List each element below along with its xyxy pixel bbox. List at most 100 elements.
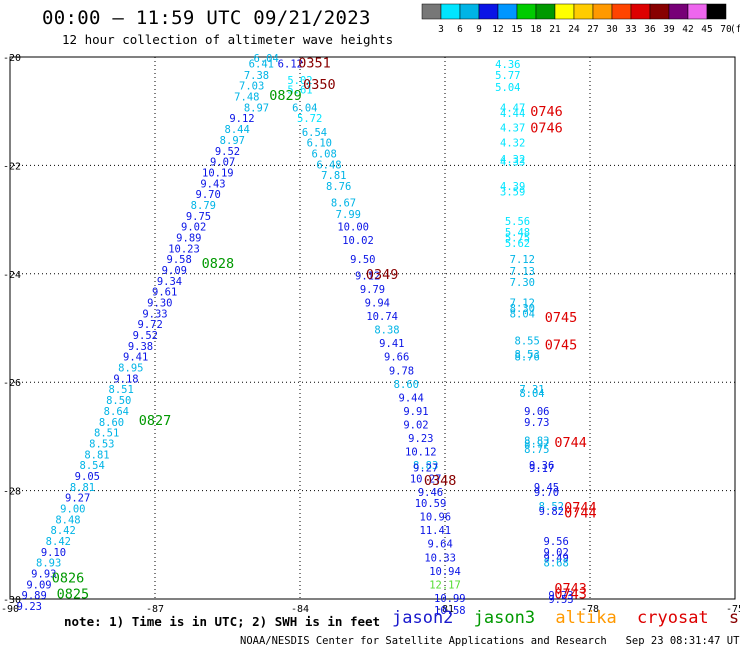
colorbar-label: 70 — [720, 24, 732, 35]
x-tick-label: -78 — [581, 604, 599, 615]
pass-time-label: 0746 — [530, 104, 563, 120]
wave-height-label: 8.38 — [374, 325, 399, 337]
x-tick-label: -90 — [1, 604, 19, 615]
wave-height-label: 5.72 — [297, 113, 322, 125]
wave-height-label: 9.72 — [138, 319, 163, 331]
wave-height-label: 5.62 — [505, 238, 530, 250]
chart-title: 00:00 — 11:59 UTC 09/21/2023 — [42, 7, 371, 29]
wave-height-label: 9.61 — [152, 287, 177, 299]
wave-height-label: 9.46 — [418, 487, 443, 499]
colorbar-label: 33 — [625, 24, 636, 35]
wave-height-label: 9.07 — [210, 157, 235, 169]
wave-height-label: 8.75 — [524, 444, 549, 456]
wave-height-label: 8.52 — [539, 501, 564, 513]
wave-height-label: 8.60 — [394, 379, 419, 391]
wave-height-label: 9.06 — [524, 406, 549, 418]
pass-time-label: 0744 — [564, 500, 597, 516]
wave-height-label: 10.00 — [337, 222, 369, 234]
y-tick-label: -22 — [3, 161, 21, 172]
wave-height-label: 10.59 — [415, 498, 447, 510]
wave-height-label: 9.02 — [544, 547, 569, 559]
wave-height-label: 8.44 — [225, 124, 250, 136]
wave-height-label: 9.79 — [360, 284, 385, 296]
wave-height-label: 8.51 — [94, 428, 119, 440]
wave-height-label: 9.43 — [200, 178, 225, 190]
wave-height-label: 9.05 — [75, 471, 100, 483]
wave-height-label: 9.38 — [128, 341, 153, 353]
pass-time-label: 0744 — [564, 505, 597, 521]
wave-height-label: 7.31 — [519, 384, 544, 396]
wave-height-label: 7.38 — [244, 70, 269, 82]
wave-height-label: 6.41 — [249, 59, 274, 71]
wave-height-label: 10.96 — [420, 512, 452, 524]
wave-height-label: 6.10 — [307, 138, 332, 150]
x-tick-label: -84 — [291, 604, 309, 615]
colorbar-label: 27 — [587, 24, 598, 35]
colorbar-label: 9 — [476, 24, 482, 35]
wave-height-label: 9.66 — [384, 352, 409, 364]
pass-time-label: 0829 — [269, 88, 302, 104]
wave-height-label: 8.60 — [99, 417, 124, 429]
pass-time-label: 0743 — [554, 587, 587, 603]
y-tick-label: -20 — [3, 53, 21, 64]
wave-height-label: 10.12 — [405, 447, 437, 459]
wave-height-label: 9.70 — [534, 487, 559, 499]
wave-height-label: 4.39 — [500, 181, 525, 193]
colorbar-label: 39 — [663, 24, 675, 35]
wave-height-label: 8.53 — [515, 349, 540, 361]
wave-height-label: 4.36 — [495, 59, 520, 71]
colorbar-label: 45 — [701, 24, 712, 35]
wave-height-label: 7.12 — [510, 298, 535, 310]
wave-height-label: 8.68 — [544, 558, 569, 570]
pass-time-label: 0825 — [57, 587, 90, 603]
wave-height-label: 7.12 — [510, 254, 535, 266]
wave-height-label: 8.83 — [524, 436, 549, 448]
wave-height-label: 4.33 — [500, 157, 525, 169]
wave-height-label: 5.04 — [495, 82, 520, 94]
wave-height-label: 9.56 — [544, 536, 569, 548]
wave-height-label: 4.37 — [500, 122, 525, 134]
colorbar-swatch — [706, 3, 727, 20]
wave-height-label: 8.83 — [413, 460, 438, 472]
wave-height-label: 6.12 — [278, 59, 303, 71]
pass-time-label: 0745 — [545, 337, 578, 353]
wave-height-label: 9.33 — [142, 308, 167, 320]
wave-height-label: 9.91 — [403, 406, 428, 418]
legend-altika: altika — [555, 608, 617, 628]
wave-height-label: 9.52 — [215, 146, 240, 158]
legend-s3a: s3a — [728, 608, 740, 628]
y-tick-label: -30 — [3, 595, 21, 606]
wave-height-label: 6.08 — [312, 148, 337, 160]
wave-height-label: 10.94 — [429, 566, 461, 578]
pass-time-label: 0743 — [554, 581, 587, 597]
wave-height-label: 8.95 — [118, 363, 143, 375]
wave-height-label: 7.81 — [321, 170, 346, 182]
wave-height-label: 9.78 — [389, 365, 414, 377]
wave-height-label: 9.27 — [65, 493, 90, 505]
wave-height-label: 9.41 — [379, 338, 404, 350]
wave-height-label: 8.50 — [106, 395, 131, 407]
wave-height-label: 9.34 — [157, 276, 182, 288]
wave-height-label: 10.02 — [342, 235, 374, 247]
wave-height-label: 10.58 — [434, 605, 466, 615]
wave-height-label: 9.30 — [147, 298, 172, 310]
legend-cryosat: cryosat — [637, 608, 709, 628]
wave-height-label: 8.04 — [510, 308, 535, 320]
colorbar-label: 21 — [549, 24, 561, 35]
wave-height-label: 9.64 — [428, 539, 453, 551]
wave-height-label: 8.76 — [515, 352, 540, 364]
pass-time-label: 0351 — [298, 55, 331, 71]
wave-height-label: 9.27 — [413, 462, 438, 474]
x-tick-label: -75 — [726, 604, 740, 615]
wave-height-label: 9.73 — [524, 417, 549, 429]
wave-height-label: 8.97 — [524, 438, 549, 450]
wave-height-label: 9.82 — [539, 506, 564, 518]
pass-time-label: 0826 — [52, 570, 85, 586]
wave-height-label: 9.18 — [113, 373, 138, 385]
wave-height-label: 9.36 — [529, 460, 554, 472]
wave-height-label: 8.48 — [55, 514, 80, 526]
wave-height-label: 9.53 — [548, 594, 573, 606]
wave-height-label: 8.79 — [191, 200, 216, 212]
wave-height-label: 4.47 — [500, 102, 525, 114]
